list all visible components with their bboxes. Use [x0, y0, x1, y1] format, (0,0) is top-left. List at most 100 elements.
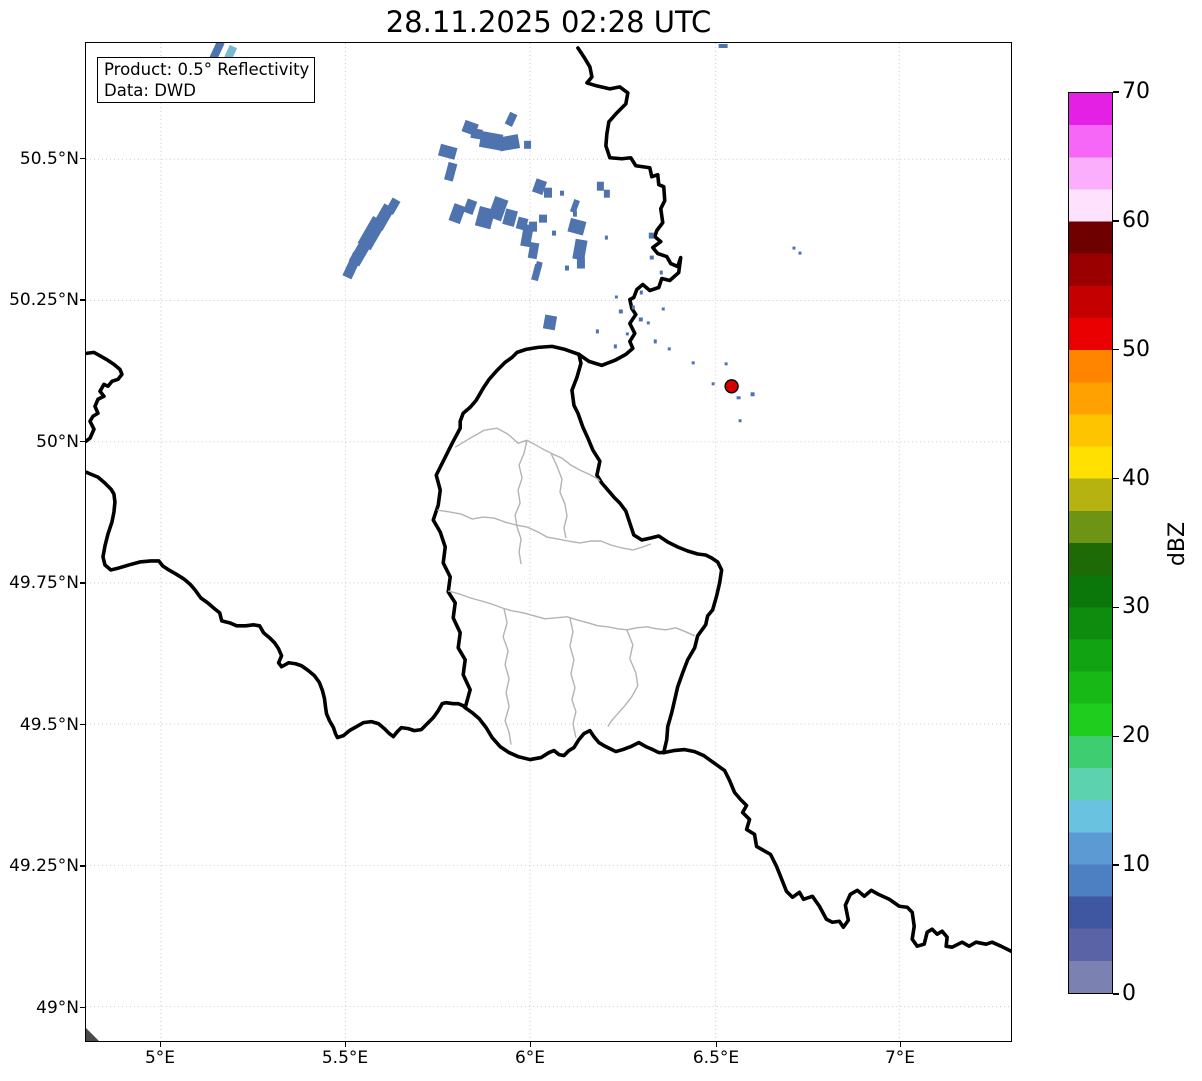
radar-echo — [653, 339, 657, 344]
colorbar-tickmark — [1113, 477, 1119, 480]
radar-echo — [208, 43, 225, 62]
y-tick-label: 50.5°N — [19, 148, 79, 169]
border-belgium-france-west-piece — [86, 350, 124, 443]
radar-echo — [572, 210, 577, 217]
radar-echo — [531, 178, 548, 196]
radar-echo — [724, 362, 728, 366]
radar-echo — [502, 208, 518, 227]
radar-echo — [569, 199, 580, 214]
radar-echo — [792, 246, 796, 250]
y-tickmark — [80, 157, 85, 160]
radar-echo — [614, 295, 618, 299]
page-title: 28.11.2025 02:28 UTC — [385, 5, 712, 39]
colorbar-tickmark — [1113, 91, 1119, 93]
data-source-label: Data: DWD — [104, 81, 196, 100]
product-label: Product: 0.5° Reflectivity — [104, 60, 310, 79]
radar-echo — [618, 309, 623, 314]
radar-echo — [595, 329, 599, 334]
radar-echo — [385, 197, 401, 215]
colorbar-tickmark — [1113, 606, 1119, 609]
country-borders — [86, 46, 1011, 1041]
canton-borders — [437, 427, 695, 745]
radar-echo — [504, 111, 518, 127]
y-tick-label: 49.5°N — [19, 714, 79, 735]
canton-line — [607, 629, 639, 727]
radar-echo — [711, 382, 715, 386]
colorbar-tick-label: 60 — [1122, 207, 1150, 233]
border-luxembourg-east — [570, 352, 724, 755]
canton-line — [437, 509, 652, 551]
border-belgium-france — [86, 470, 467, 740]
colorbar-tickmark — [1113, 220, 1119, 222]
canton-line — [502, 608, 512, 745]
colorbar-tickmark — [1113, 735, 1119, 737]
radar-echo — [498, 134, 521, 152]
radar-echo — [576, 257, 585, 269]
radar-echo — [463, 198, 478, 215]
canton-line — [454, 427, 528, 448]
radar-echo — [649, 255, 654, 260]
radar-echo — [625, 332, 629, 336]
y-tickmark — [80, 723, 85, 726]
grid-lines — [86, 43, 1011, 1041]
radar-echo — [638, 317, 643, 322]
radar-echo — [531, 263, 542, 282]
canton-line — [448, 590, 695, 637]
colorbar-tick-label: 40 — [1122, 465, 1150, 491]
y-tickmark — [80, 582, 85, 584]
radar-echo — [736, 396, 741, 400]
radar-echo — [448, 203, 466, 225]
radar-echo — [798, 251, 802, 255]
x-tick-label: 5°E — [144, 1048, 176, 1068]
x-tickmark — [344, 1042, 346, 1047]
y-tick-label: 49.75°N — [9, 573, 79, 593]
radar-echo — [520, 223, 534, 248]
x-tickmark — [715, 1042, 717, 1047]
radar-echo — [667, 347, 671, 351]
radar-echo — [648, 232, 654, 239]
radar-echo — [539, 214, 548, 223]
canton-line — [550, 452, 568, 539]
radar-echo — [542, 314, 558, 331]
radar-echo — [661, 307, 665, 311]
radar-site-marker — [724, 379, 739, 394]
y-tick-label: 49°N — [36, 997, 79, 1018]
colorbar-tick-label: 0 — [1122, 981, 1136, 1006]
radar-echo — [564, 265, 569, 271]
canton-line — [569, 617, 577, 738]
radar-echo — [224, 44, 238, 61]
colorbar — [1068, 92, 1113, 994]
colorbar-unit-label: dBZ — [1165, 521, 1190, 567]
colorbar-tickmark — [1113, 349, 1119, 351]
radar-echo — [470, 127, 483, 140]
radar-echo — [738, 419, 742, 423]
colorbar-tick-label: 10 — [1122, 852, 1150, 878]
canton-line — [526, 439, 601, 482]
radar-echo — [572, 238, 588, 261]
radar-echo — [691, 361, 695, 365]
x-tickmark — [899, 1042, 901, 1047]
y-tickmark — [80, 1006, 85, 1009]
border-france-germany — [661, 747, 1011, 953]
x-tick-label: 6°E — [514, 1048, 546, 1068]
border-belgium-germany — [576, 46, 683, 368]
x-tickmark — [529, 1042, 531, 1047]
radar-echo — [551, 230, 556, 236]
y-tick-label: 50°N — [36, 431, 79, 452]
x-tickmark — [159, 1042, 161, 1047]
radar-echo — [750, 392, 755, 397]
colorbar-tick-label: 30 — [1122, 594, 1150, 620]
colorbar-tick-label: 50 — [1122, 336, 1150, 362]
radar-echo — [613, 344, 617, 349]
radar-echo — [603, 189, 610, 198]
radar-site-marker-layer — [724, 379, 739, 394]
radar-echo — [604, 235, 608, 240]
radar-echo — [544, 187, 552, 198]
radar-echo — [631, 305, 635, 310]
x-tick-label: 6.5°E — [692, 1048, 740, 1068]
colorbar-tick-label: 20 — [1122, 723, 1150, 749]
radar-echo — [659, 270, 663, 275]
y-tick-label: 50.25°N — [9, 290, 79, 310]
border-luxembourg-west — [431, 344, 581, 710]
border-luxembourg-south — [463, 705, 666, 762]
